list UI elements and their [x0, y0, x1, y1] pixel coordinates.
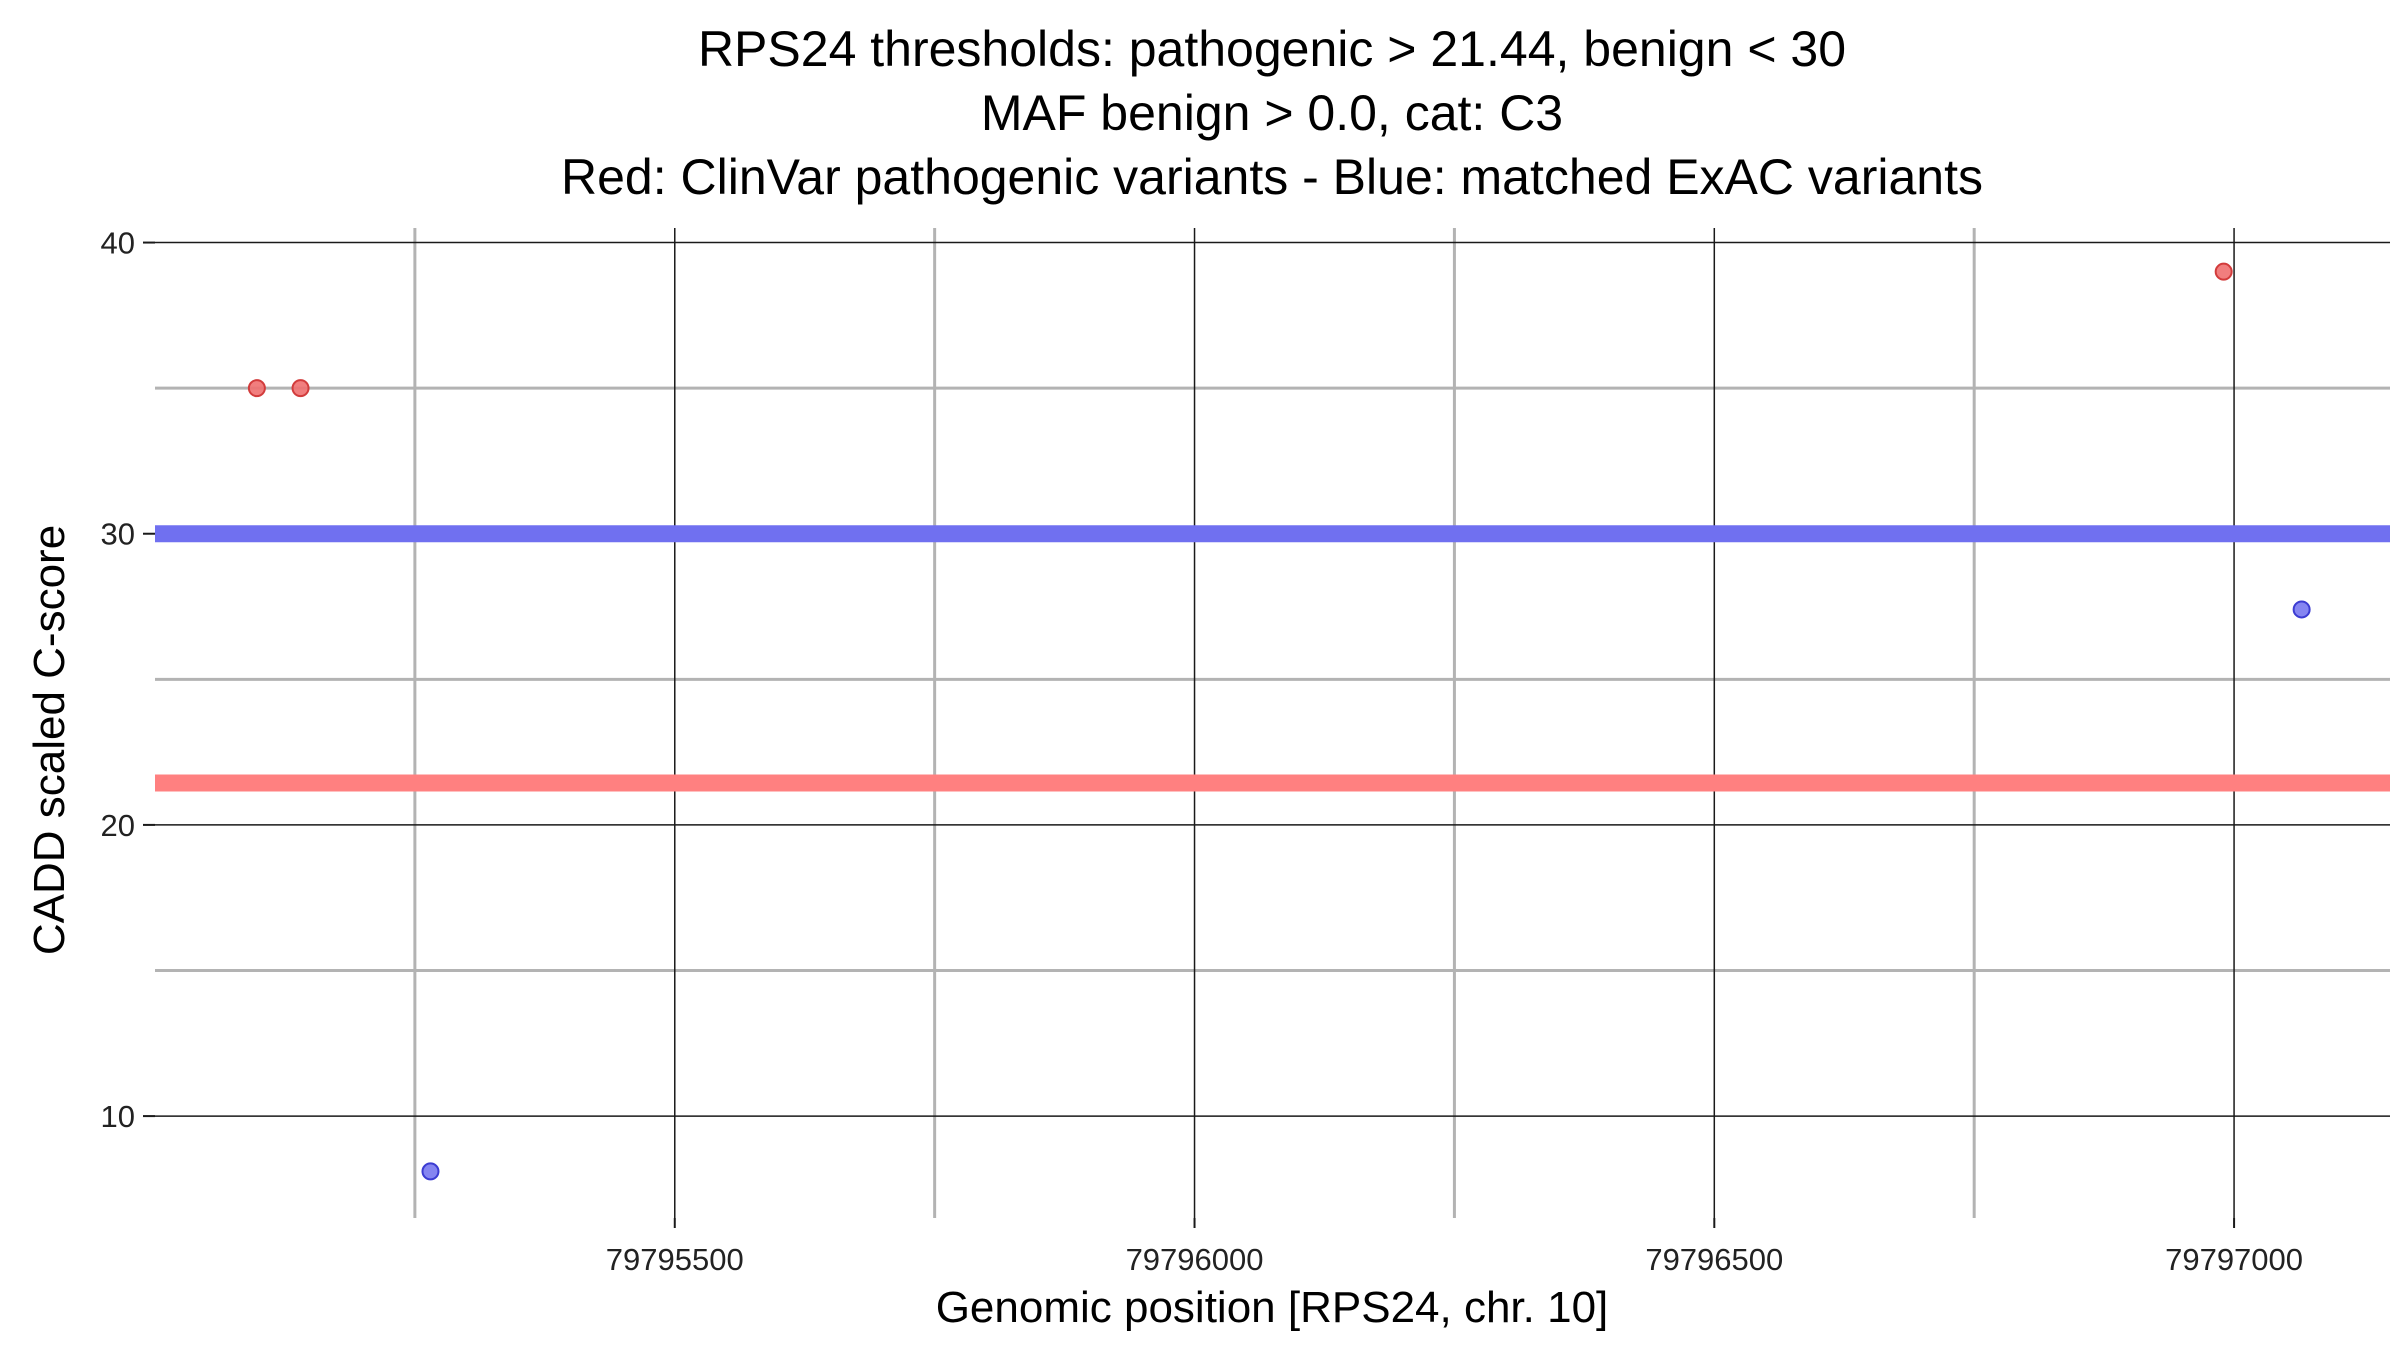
- x-axis-label: Genomic position [RPS24, chr. 10]: [936, 1283, 1609, 1332]
- title-line-3: Red: ClinVar pathogenic variants - Blue:…: [561, 149, 1983, 205]
- axis-layer: 10 20 30 40 79795500 79796000 79796500 79797000: [101, 226, 2304, 1277]
- x-tick-label: 79796500: [1645, 1242, 1783, 1277]
- title-line-1: RPS24 thresholds: pathogenic > 21.44, be…: [698, 21, 1846, 77]
- y-tick-label: 10: [101, 1099, 135, 1134]
- y-axis-label: CADD scaled C-score: [25, 525, 74, 955]
- x-tick-label: 79795500: [606, 1242, 744, 1277]
- y-tick-label: 40: [101, 226, 135, 261]
- x-tick-label: 79796000: [1126, 1242, 1264, 1277]
- pathogenic-point: [2214, 262, 2233, 281]
- exac-point: [2292, 600, 2311, 619]
- pathogenic-point: [247, 379, 266, 398]
- x-tick-label: 79797000: [2165, 1242, 2303, 1277]
- point-layer: [247, 262, 2311, 1181]
- chart-title: RPS24 thresholds: pathogenic > 21.44, be…: [561, 21, 1983, 205]
- exac-point: [421, 1162, 440, 1181]
- y-tick-label: 20: [101, 808, 135, 843]
- pathogenic-point: [291, 379, 310, 398]
- grid-layer: [155, 228, 2390, 1218]
- threshold-layer: [155, 525, 2390, 792]
- title-line-2: MAF benign > 0.0, cat: C3: [981, 85, 1563, 141]
- y-tick-label: 30: [101, 517, 135, 552]
